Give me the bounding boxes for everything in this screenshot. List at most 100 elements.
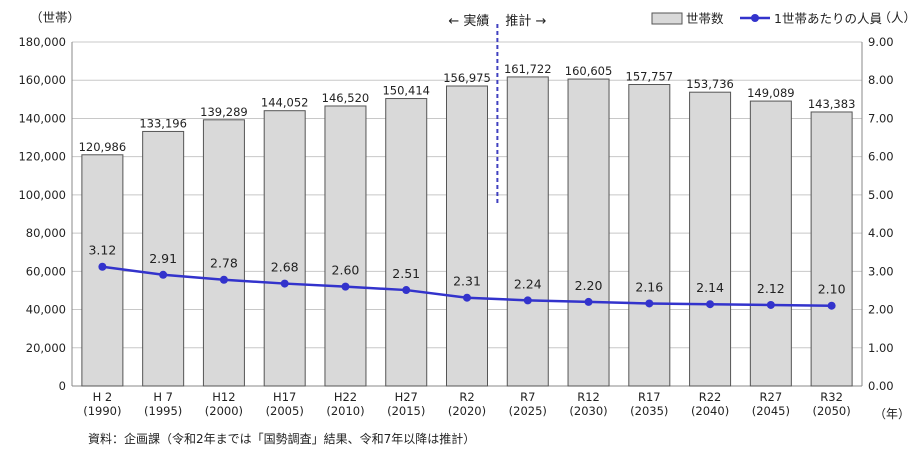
bar-value-label: 153,736 xyxy=(686,77,734,91)
bar-value-label: 157,757 xyxy=(626,70,674,84)
bar-value-label: 149,089 xyxy=(747,86,795,100)
bar-r32 xyxy=(810,111,853,387)
persons-per-household-point xyxy=(706,300,715,309)
bar-r7 xyxy=(506,76,549,387)
x-tick-era: H17 xyxy=(273,390,296,404)
x-tick-era: H22 xyxy=(334,390,357,404)
line-value-label: 2.91 xyxy=(149,251,177,266)
line-value-label: 2.51 xyxy=(392,266,420,281)
line-value-label: 2.14 xyxy=(696,280,724,295)
bar-value-label: 150,414 xyxy=(382,84,430,98)
x-tick-era: R7 xyxy=(520,390,535,404)
left-tick-label: 140,000 xyxy=(18,111,66,125)
x-tick-year: (2010) xyxy=(326,404,364,418)
x-axis-unit: （年） xyxy=(874,407,910,421)
line-value-label: 2.24 xyxy=(514,276,542,291)
right-tick-label: 5.00 xyxy=(868,188,894,202)
left-axis-unit: （世帯） xyxy=(30,10,80,25)
line-value-label: 2.31 xyxy=(453,274,481,289)
persons-per-household-point xyxy=(645,299,654,308)
left-tick-label: 120,000 xyxy=(18,150,66,164)
x-tick-era: R12 xyxy=(577,390,600,404)
left-tick-label: 60,000 xyxy=(26,264,66,278)
x-tick-year: (2005) xyxy=(266,404,304,418)
x-tick-year: (2045) xyxy=(752,404,790,418)
bar-value-label: 133,196 xyxy=(139,116,187,130)
line-value-label: 2.78 xyxy=(210,256,238,271)
x-tick-era: R2 xyxy=(459,390,474,404)
persons-per-household-point xyxy=(341,282,350,291)
source-note: 資料：企画課（令和2年までは「国勢調査」結果、令和7年以降は推計） xyxy=(88,432,476,446)
x-tick-era: H 2 xyxy=(93,390,113,404)
persons-per-household-point xyxy=(159,270,168,279)
left-tick-label: 80,000 xyxy=(26,226,66,240)
right-tick-label: 7.00 xyxy=(868,111,894,125)
x-tick-year: (2025) xyxy=(509,404,547,418)
bar-h12 xyxy=(202,119,245,387)
persons-per-household-point xyxy=(766,300,775,309)
bar-r12 xyxy=(567,78,610,387)
persons-per-household-point xyxy=(219,275,228,284)
bar-r2 xyxy=(446,85,488,387)
x-tick-year: (1990) xyxy=(83,404,121,418)
persons-per-household-point xyxy=(463,293,471,302)
right-tick-label: 2.00 xyxy=(868,303,894,317)
persons-per-household-point xyxy=(402,286,411,295)
x-tick-era: H12 xyxy=(212,390,235,404)
left-tick-label: 160,000 xyxy=(18,73,66,87)
x-tick-era: R27 xyxy=(760,390,783,404)
left-tick-label: 0 xyxy=(59,379,66,393)
bar-r27 xyxy=(749,100,792,387)
left-tick-label: 40,000 xyxy=(26,303,66,317)
right-tick-label: 9.00 xyxy=(868,35,894,49)
right-axis-unit: （人） xyxy=(878,10,916,25)
bar-h17 xyxy=(263,110,306,387)
x-tick-era: H 7 xyxy=(153,390,173,404)
legend-line-label: 1世帯あたりの人員 xyxy=(774,11,882,26)
x-tick-year: (2020) xyxy=(448,404,486,418)
x-tick-year: (2015) xyxy=(387,404,425,418)
right-tick-label: 8.00 xyxy=(868,73,894,87)
x-tick-year: (2000) xyxy=(205,404,243,418)
legend-line-marker xyxy=(751,14,759,22)
x-tick-era: R17 xyxy=(638,390,661,404)
persons-per-household-point xyxy=(827,301,836,310)
x-tick-era: H27 xyxy=(395,390,418,404)
left-tick-label: 100,000 xyxy=(18,188,66,202)
right-tick-label: 3.00 xyxy=(868,264,894,278)
line-value-label: 2.12 xyxy=(757,281,785,296)
bar-value-label: 144,052 xyxy=(261,96,309,110)
x-tick-year: (2030) xyxy=(569,404,607,418)
bar-h7 xyxy=(142,130,185,387)
line-value-label: 2.16 xyxy=(635,279,663,294)
x-tick-era: R22 xyxy=(699,390,722,404)
right-tick-label: 4.00 xyxy=(868,226,894,240)
bar-r22 xyxy=(689,91,732,387)
bar-value-label: 156,975 xyxy=(443,71,491,85)
bar-value-label: 161,722 xyxy=(504,62,552,76)
bar-value-label: 146,520 xyxy=(322,91,370,105)
right-tick-label: 6.00 xyxy=(868,150,894,164)
bar-value-label: 160,605 xyxy=(565,64,613,78)
persons-per-household-point xyxy=(98,262,107,271)
bar-value-label: 120,986 xyxy=(79,140,127,154)
legend-bar-swatch xyxy=(651,12,683,25)
line-value-label: 2.10 xyxy=(818,282,846,297)
line-value-label: 2.68 xyxy=(271,260,299,275)
persons-per-household-point xyxy=(584,297,593,306)
line-value-label: 3.12 xyxy=(88,243,116,258)
left-tick-label: 20,000 xyxy=(26,341,66,355)
left-tick-label: 180,000 xyxy=(18,35,66,49)
persons-per-household-point xyxy=(523,296,532,305)
x-tick-era: R32 xyxy=(820,390,843,404)
bar-value-label: 139,289 xyxy=(200,105,248,119)
bar-h22 xyxy=(324,105,367,387)
x-tick-year: (1995) xyxy=(144,404,182,418)
right-tick-label: 1.00 xyxy=(868,341,894,355)
forecast-label: 推計 → xyxy=(505,13,546,29)
bar-h27 xyxy=(385,98,428,387)
bar-value-label: 143,383 xyxy=(808,97,856,111)
persons-per-household-point xyxy=(280,279,289,288)
actual-label: ← 実績 xyxy=(448,13,489,29)
